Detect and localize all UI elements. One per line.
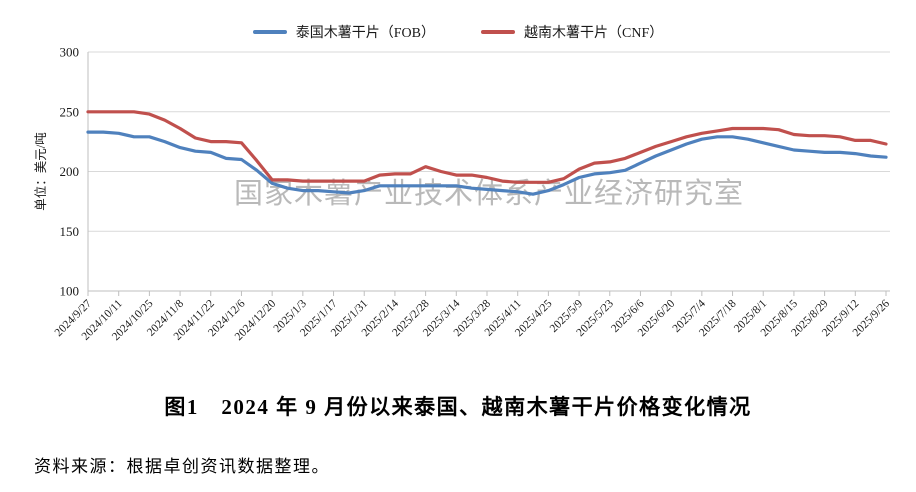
chart-legend: 泰国木薯干片（FOB） 越南木薯干片（CNF） [0,22,916,42]
y-tick-label: 250 [60,104,80,119]
y-tick-label: 150 [60,224,80,239]
y-tick-label: 100 [60,284,80,299]
source-note: 资料来源：根据卓创资讯数据整理。 [34,457,330,476]
y-tick-label: 200 [60,164,80,179]
figure-title: 图1 2024 年 9 月份以来泰国、越南木薯干片价格变化情况 [164,395,752,419]
y-axis-title: 单位：美元/吨 [33,132,48,211]
legend-line-swatch [252,30,287,34]
price-line-chart: 1001502002503002024/9/272024/10/112024/1… [33,45,892,344]
legend-label: 泰国木薯干片（FOB） [295,26,435,41]
legend-item-0: 泰国木薯干片（FOB） [252,22,435,42]
legend-label: 越南木薯干片（CNF） [524,26,664,41]
legend-line-swatch [481,30,515,34]
series-line-0 [86,130,888,196]
series-line-1 [86,110,888,184]
y-tick-label: 300 [60,45,80,60]
legend-item-1: 越南木薯干片（CNF） [481,22,663,42]
